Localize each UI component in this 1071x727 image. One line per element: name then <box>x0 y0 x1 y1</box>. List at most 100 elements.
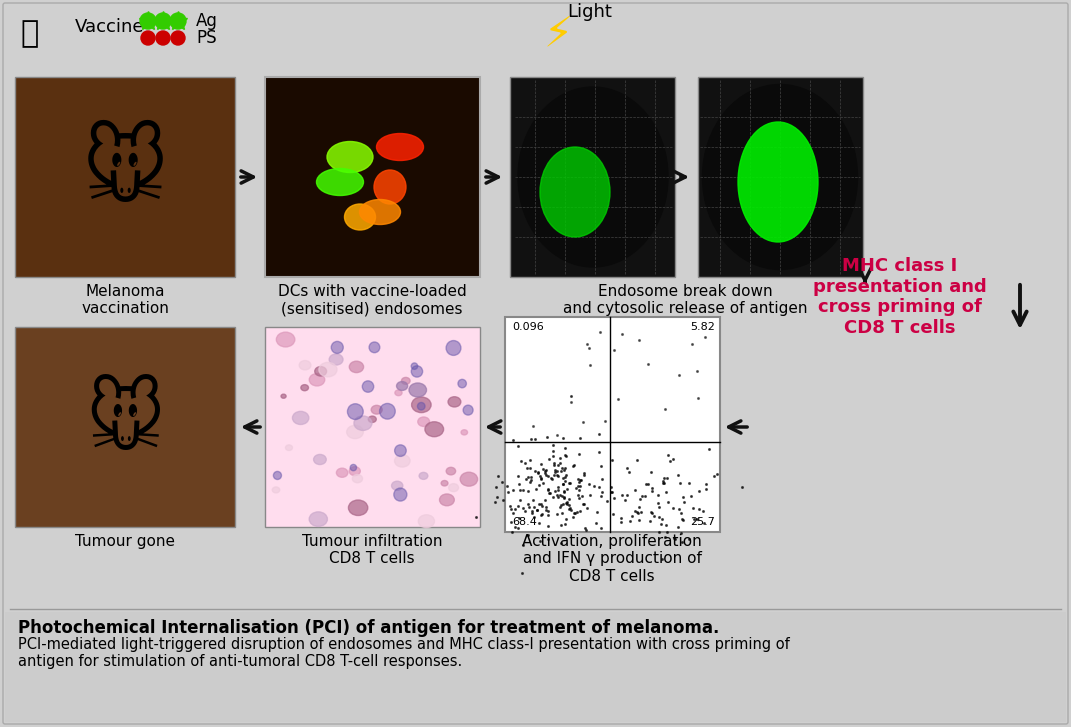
Point <box>560 503 577 515</box>
Point <box>633 490 650 502</box>
Point <box>544 439 561 451</box>
Circle shape <box>305 502 313 510</box>
Point <box>660 496 677 507</box>
Point <box>680 533 697 545</box>
Ellipse shape <box>432 436 449 449</box>
Point <box>556 491 573 503</box>
Point <box>547 465 564 476</box>
Point <box>578 502 595 514</box>
Ellipse shape <box>356 473 373 486</box>
Ellipse shape <box>703 84 858 270</box>
Circle shape <box>409 367 424 382</box>
Point <box>526 501 543 513</box>
Point <box>519 529 537 541</box>
Point <box>552 457 569 468</box>
Circle shape <box>141 31 155 45</box>
Point <box>632 506 649 518</box>
Ellipse shape <box>284 368 296 377</box>
Point <box>511 512 528 523</box>
FancyBboxPatch shape <box>15 327 235 527</box>
Point <box>516 505 533 517</box>
Point <box>552 501 569 513</box>
Ellipse shape <box>344 504 356 513</box>
Ellipse shape <box>409 443 423 454</box>
Point <box>570 473 587 485</box>
Point <box>665 453 682 465</box>
Point <box>631 334 648 346</box>
Circle shape <box>171 31 185 45</box>
Point <box>534 463 552 475</box>
Point <box>697 332 714 343</box>
Point <box>548 489 565 501</box>
Point <box>538 465 555 476</box>
Point <box>603 454 620 466</box>
Point <box>558 513 575 525</box>
Point <box>541 454 558 465</box>
Point <box>630 507 647 519</box>
Text: Melanoma
vaccination: Melanoma vaccination <box>81 284 169 316</box>
Text: Tumour gone: Tumour gone <box>75 534 175 549</box>
Point <box>528 505 545 516</box>
Point <box>620 466 637 478</box>
Point <box>631 501 648 513</box>
Point <box>540 470 557 482</box>
Point <box>619 462 636 473</box>
Point <box>531 535 548 547</box>
Point <box>684 502 702 513</box>
Point <box>557 449 574 461</box>
Circle shape <box>328 469 337 478</box>
Point <box>556 492 573 504</box>
Point <box>614 328 631 340</box>
Point <box>548 469 565 481</box>
Point <box>582 489 599 500</box>
Ellipse shape <box>330 438 343 449</box>
Point <box>487 496 504 507</box>
Point <box>674 537 691 548</box>
Ellipse shape <box>281 485 292 494</box>
Point <box>657 403 674 415</box>
Point <box>561 499 578 511</box>
Point <box>666 533 683 545</box>
Point <box>571 476 588 488</box>
Point <box>672 477 689 489</box>
Point <box>669 521 687 533</box>
Point <box>468 511 485 523</box>
Point <box>576 467 593 478</box>
Point <box>524 505 541 517</box>
Point <box>654 475 672 487</box>
Point <box>531 517 548 529</box>
Text: Activation, proliferation
and IFN γ production of
CD8 T cells: Activation, proliferation and IFN γ prod… <box>523 534 702 584</box>
Point <box>529 467 546 478</box>
Point <box>653 518 670 530</box>
Point <box>503 526 521 538</box>
Point <box>526 433 543 445</box>
Point <box>511 494 528 505</box>
Point <box>660 449 677 461</box>
Point <box>658 526 675 537</box>
Text: Ag: Ag <box>196 12 217 30</box>
Point <box>593 490 610 502</box>
Point <box>517 473 534 485</box>
Point <box>609 393 627 405</box>
Point <box>672 527 689 539</box>
Point <box>570 481 587 492</box>
Point <box>554 490 571 502</box>
Point <box>513 567 530 579</box>
Point <box>639 358 657 369</box>
Point <box>575 499 592 510</box>
Point <box>537 494 554 506</box>
Point <box>537 467 554 479</box>
FancyBboxPatch shape <box>5 612 1066 722</box>
Point <box>587 518 604 529</box>
Ellipse shape <box>340 198 381 236</box>
Point <box>554 462 571 474</box>
Point <box>552 489 569 501</box>
Circle shape <box>467 366 482 381</box>
Point <box>523 507 540 518</box>
Ellipse shape <box>352 337 371 351</box>
Point <box>650 502 667 513</box>
Ellipse shape <box>346 428 359 438</box>
Point <box>549 470 567 482</box>
Point <box>523 433 540 444</box>
Point <box>614 489 631 500</box>
